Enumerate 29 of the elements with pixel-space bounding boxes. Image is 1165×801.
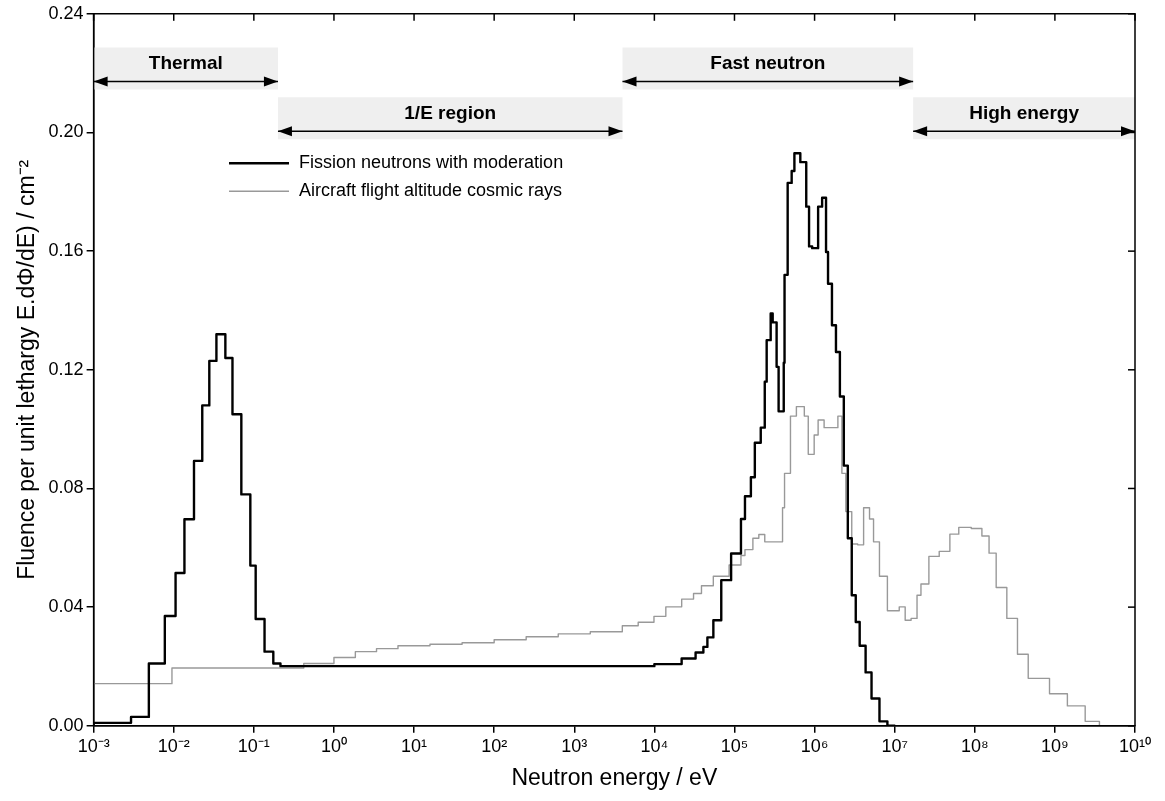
- x-tick-label: 10⁶: [800, 735, 829, 756]
- band-label: 1/E region: [404, 102, 497, 124]
- band-label: High energy: [969, 102, 1080, 124]
- y-tick-label: 0.00: [48, 714, 84, 735]
- legend-label: Aircraft flight altitude cosmic rays: [299, 180, 563, 201]
- y-tick-label: 0.08: [48, 477, 84, 498]
- band-label: Thermal: [148, 52, 223, 74]
- legend-label: Fission neutrons with moderation: [299, 152, 564, 173]
- x-tick-label: 10¹: [401, 735, 428, 756]
- x-tick-label: 10⁻³: [77, 735, 110, 756]
- x-tick-label: 10⁻¹: [237, 735, 270, 756]
- x-tick-label: 10²: [481, 735, 508, 756]
- x-tick-label: 10⁰: [320, 735, 347, 756]
- x-tick-label: 10⁻²: [157, 735, 190, 756]
- y-tick-label: 0.24: [48, 2, 84, 23]
- x-tick-label: 10³: [561, 735, 588, 756]
- y-tick-label: 0.12: [48, 358, 84, 379]
- y-tick-label: 0.16: [48, 240, 84, 261]
- band-label: Fast neutron: [710, 52, 826, 74]
- x-tick-label: 10⁷: [881, 735, 908, 756]
- x-tick-label: 10⁵: [720, 735, 749, 756]
- x-tick-label: 10¹⁰: [1118, 735, 1152, 756]
- y-tick-label: 0.04: [48, 596, 84, 617]
- x-tick-label: 10⁴: [640, 735, 669, 756]
- y-axis-title: Fluence per unit lethargy E.dΦ/dE) / cm⁻²: [13, 159, 40, 580]
- x-axis-title: Neutron energy / eV: [511, 763, 718, 790]
- y-tick-label: 0.20: [48, 121, 84, 142]
- x-tick-label: 10⁹: [1041, 735, 1069, 756]
- x-tick-label: 10⁸: [960, 735, 989, 756]
